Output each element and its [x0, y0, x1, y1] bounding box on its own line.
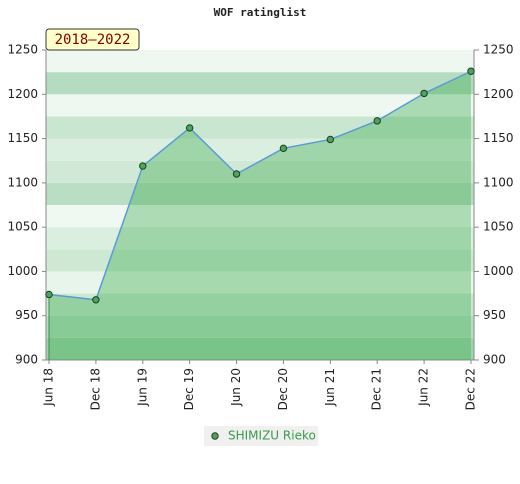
point [373, 117, 381, 125]
y2-tick-label: 1250 [483, 43, 514, 57]
grid-band [46, 315, 474, 338]
x-tick-label: Jun 20 [229, 368, 243, 407]
grid-band [46, 337, 474, 360]
point [420, 89, 428, 98]
point [279, 144, 288, 153]
x-tick-label: Jun 19 [135, 368, 149, 407]
y2-tick-label: 950 [483, 308, 506, 322]
y2-tick-label: 1100 [483, 175, 514, 189]
grid-band [46, 72, 474, 95]
x-tick-label: Dec 21 [370, 368, 384, 410]
y-tick-label: 950 [15, 308, 38, 322]
point [185, 124, 194, 132]
y-tick-label: 1100 [7, 175, 38, 189]
point [232, 170, 241, 178]
grid-band [46, 160, 474, 183]
grid-band [46, 249, 474, 272]
annotation: 2018–2022 [55, 32, 131, 48]
y2-tick-label: 1200 [483, 87, 514, 101]
grid-band [46, 227, 474, 250]
grid-band [46, 138, 474, 161]
grid-band [46, 271, 474, 294]
point [92, 296, 100, 304]
chart-title: WOF ratinglist [214, 6, 307, 19]
point [467, 67, 475, 75]
legend: SHIMIZU Rieko [204, 426, 318, 446]
background [46, 50, 474, 360]
grid-band [46, 182, 474, 205]
point [326, 135, 335, 144]
x-tick-label: Dec 22 [464, 368, 478, 410]
y-tick-label: 1050 [7, 220, 38, 234]
legend-box [204, 426, 318, 446]
y2-tick-label: 1000 [483, 264, 514, 278]
y2-tick-label: 1150 [483, 131, 514, 145]
grid-band [46, 293, 474, 316]
grid-band [46, 205, 474, 228]
y-tick-label: 900 [15, 353, 38, 367]
x-tick-label: Jun 18 [42, 368, 56, 407]
x-tick-label: Dec 20 [276, 368, 290, 410]
x-tick-label: Jun 22 [417, 368, 431, 407]
point [45, 290, 53, 299]
y-tick-label: 1150 [7, 131, 38, 145]
grid-band [46, 50, 474, 73]
x-tick-label: Jun 21 [323, 368, 337, 407]
y-tick-label: 1200 [7, 87, 38, 101]
y-tick-label: 1000 [7, 264, 38, 278]
legend-marker [211, 432, 219, 440]
point [139, 162, 147, 170]
legend-label: SHIMIZU Rieko [228, 429, 316, 443]
line [48, 70, 472, 301]
y2-tick-label: 1050 [483, 220, 514, 234]
y2-tick-label: 900 [483, 353, 506, 367]
x-tick-label: Dec 19 [182, 368, 196, 410]
annotation-box [45, 28, 140, 51]
grid-band [46, 94, 474, 117]
y-tick-label: 1250 [7, 43, 38, 57]
area [49, 71, 471, 360]
x-tick-label: Dec 18 [88, 368, 102, 410]
grid-band [46, 116, 474, 139]
